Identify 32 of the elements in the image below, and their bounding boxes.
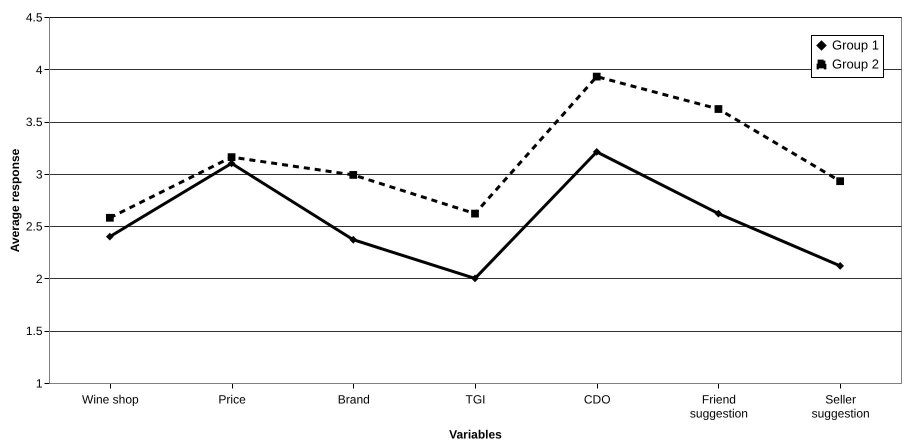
x-axis-title: Variables (449, 428, 502, 442)
y-tick-label: 3.5 (26, 115, 43, 130)
x-tick-label: Friend suggestion (690, 392, 748, 420)
y-tick-label: 4 (36, 62, 43, 77)
x-tick-label: Price (218, 392, 246, 406)
y-tick-label: 2 (36, 272, 43, 286)
point (714, 105, 722, 113)
point (349, 236, 358, 244)
point (471, 274, 479, 282)
x-tick-label: CDO (584, 392, 611, 406)
point (714, 210, 722, 218)
y-tick-label: 2.5 (26, 220, 43, 234)
point (836, 177, 844, 186)
point (106, 214, 114, 222)
point (592, 148, 601, 156)
x-tick-label: Seller suggestion (812, 392, 870, 420)
point (106, 232, 114, 240)
legend-label: Group 2 (832, 56, 879, 72)
point (836, 262, 844, 270)
legend-label: Group 1 (832, 38, 879, 52)
y-tick-label: 1.5 (26, 324, 43, 338)
y-tick-label: 1 (36, 376, 43, 390)
y-tick-label: 4.5 (26, 10, 43, 24)
x-tick-label: TGI (466, 392, 486, 406)
y-axis-title: Average response (8, 148, 22, 252)
x-tick-label: Brand (338, 392, 370, 406)
point (592, 72, 601, 80)
point (349, 171, 358, 179)
y-tick-label: 3 (36, 167, 43, 182)
point (228, 153, 236, 161)
x-tick-label: Wine shop (82, 392, 140, 406)
point (471, 210, 479, 218)
